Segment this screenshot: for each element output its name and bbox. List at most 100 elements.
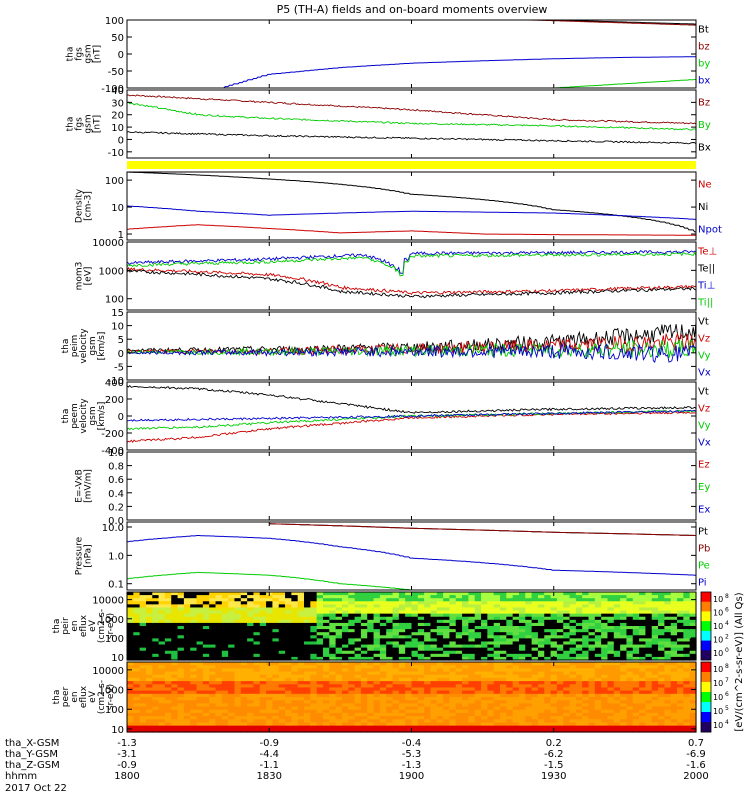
heatmap-cell (500, 722, 507, 727)
heatmap-cell (626, 647, 634, 652)
heatmap-cell (544, 635, 552, 639)
heatmap-cell (329, 693, 337, 698)
heatmap-cell (424, 668, 432, 673)
heatmap-cell (639, 674, 647, 679)
heatmap-cell (525, 677, 533, 682)
heatmap-cell (537, 668, 545, 673)
heatmap-cell (639, 613, 647, 618)
heatmap-cell (228, 712, 236, 717)
heatmap-cell (518, 722, 526, 727)
heatmap-cell (291, 716, 299, 720)
heatmap-cell (620, 644, 628, 649)
heatmap-cell (613, 693, 621, 698)
heatmap-cell (145, 716, 153, 720)
heatmap-cell (588, 681, 596, 685)
heatmap-cell (518, 703, 526, 708)
heatmap-cell (506, 700, 514, 704)
heatmap-cell (411, 677, 419, 682)
heatmap-cell (474, 674, 482, 679)
heatmap-cell (651, 610, 659, 615)
heatmap-cell (310, 722, 318, 727)
heatmap-cell (683, 610, 691, 615)
heatmap-cell (341, 668, 349, 673)
heatmap-cell (588, 674, 596, 679)
heatmap-cell (341, 619, 349, 624)
heatmap-cell (348, 601, 356, 605)
heatmap-cell (651, 641, 659, 646)
heatmap-cell (360, 662, 368, 666)
heatmap-cell (209, 697, 217, 701)
heatmap-cell (607, 592, 615, 596)
heatmap-cell (145, 662, 153, 666)
heatmap-cell (430, 693, 438, 698)
heatmap-cell (607, 632, 615, 636)
heatmap-cell (455, 671, 463, 676)
heatmap-cell (360, 706, 368, 711)
y-tick-label: -10 (108, 376, 124, 387)
heatmap-cell (209, 703, 217, 708)
heatmap-cell (474, 662, 482, 666)
heatmap-cell (196, 622, 204, 627)
heatmap-cell (183, 690, 191, 695)
heatmap-cell (209, 607, 217, 612)
heatmap-cell (512, 598, 520, 602)
heatmap-cell (379, 629, 387, 633)
heatmap-cell (443, 632, 451, 636)
heatmap-cell (405, 647, 413, 652)
heatmap-cell (183, 644, 191, 649)
heatmap-cell (677, 598, 684, 602)
heatmap-cell (639, 644, 647, 649)
colorbar-tick-exponent: 6 (725, 607, 729, 614)
heatmap-cell (221, 607, 229, 612)
heatmap-cell (601, 693, 609, 698)
heatmap-cell (379, 684, 387, 689)
heatmap-cell (645, 641, 653, 646)
heatmap-cell (430, 690, 438, 695)
heatmap-cell (525, 592, 533, 596)
heatmap-cell (183, 662, 191, 666)
heatmap-cell (493, 671, 501, 676)
heatmap-cell (190, 650, 198, 655)
heatmap-cell (689, 693, 697, 698)
heatmap-cell (575, 635, 583, 639)
heatmap-cell (544, 619, 552, 624)
heatmap-cell (455, 629, 463, 633)
heatmap-cell (664, 716, 672, 720)
heatmap-cell (247, 725, 255, 730)
heatmap-cell (601, 644, 609, 649)
heatmap-cell (253, 709, 261, 714)
heatmap-cell (164, 690, 172, 695)
heatmap-cell (639, 671, 647, 676)
heatmap-cell (563, 632, 571, 636)
heatmap-cell (582, 709, 590, 714)
y-tick-label: -400 (101, 446, 124, 457)
heatmap-cell (183, 725, 191, 730)
heatmap-cell (278, 674, 286, 679)
heatmap-cell (658, 610, 665, 615)
heatmap-cell (613, 604, 621, 609)
heatmap-cell (518, 671, 526, 676)
heatmap-cell (462, 647, 469, 652)
heatmap-cell (164, 728, 172, 733)
heatmap-cell (354, 687, 362, 692)
heatmap-cell (582, 644, 590, 649)
heatmap-cell (158, 638, 166, 643)
heatmap-cell (512, 665, 520, 669)
heatmap-cell (620, 619, 628, 624)
heatmap-cell (152, 722, 160, 727)
heatmap-cell (373, 653, 381, 658)
heatmap-cell (291, 647, 299, 652)
heatmap-cell (202, 681, 210, 685)
heatmap-cell (171, 662, 179, 666)
heatmap-cell (626, 722, 634, 727)
heatmap-cell (291, 592, 299, 596)
heatmap-cell (145, 687, 153, 692)
heatmap-cell (190, 626, 198, 630)
heatmap-cell (253, 635, 261, 639)
y-tick-label: 10.0 (102, 523, 124, 534)
heatmap-cell (209, 719, 217, 724)
heatmap-cell (253, 674, 261, 679)
heatmap-cell (575, 656, 583, 661)
heatmap-cell (348, 619, 356, 624)
heatmap-cell (424, 619, 432, 624)
